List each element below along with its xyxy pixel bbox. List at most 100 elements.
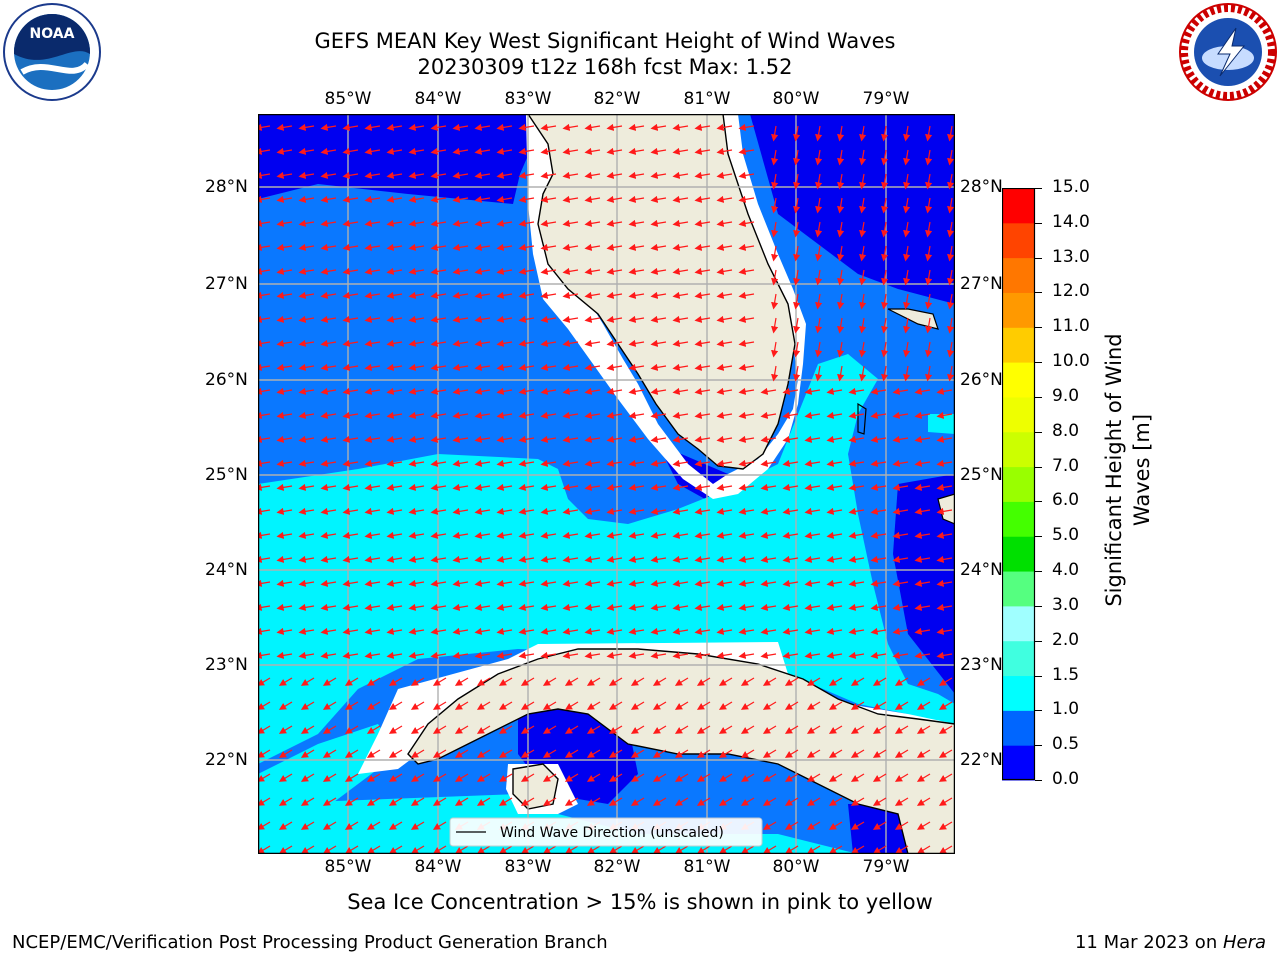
wind-arrow bbox=[298, 195, 315, 203]
arrow-legend-label: Wind Wave Direction (unscaled) bbox=[500, 825, 724, 841]
colorbar-tick-mark bbox=[1035, 257, 1042, 259]
wind-arrow bbox=[276, 603, 293, 611]
wind-arrow bbox=[916, 821, 931, 830]
wind-arrow bbox=[903, 341, 911, 358]
wind-arrow bbox=[826, 627, 843, 635]
wind-arrow bbox=[430, 171, 447, 179]
wind-arrow bbox=[540, 507, 557, 515]
wind-arrow bbox=[454, 701, 469, 710]
wind-arrow bbox=[276, 411, 293, 419]
wind-arrow bbox=[938, 773, 953, 782]
wind-arrow bbox=[947, 341, 955, 358]
wind-arrow bbox=[432, 797, 447, 806]
wind-arrow bbox=[718, 701, 733, 710]
wind-arrow bbox=[518, 147, 535, 155]
wind-arrow bbox=[650, 387, 667, 395]
wind-arrow bbox=[837, 125, 845, 142]
wind-arrow bbox=[892, 387, 909, 395]
wind-arrow bbox=[815, 317, 823, 334]
lat-label-right: 23°N bbox=[960, 655, 1003, 675]
wind-arrow bbox=[430, 603, 447, 611]
wind-arrow bbox=[738, 339, 755, 347]
lon-label-top: 83°W bbox=[504, 89, 552, 109]
wind-arrow bbox=[892, 483, 909, 491]
wind-arrow bbox=[650, 459, 667, 467]
wind-arrow bbox=[694, 531, 711, 539]
wind-arrow bbox=[344, 773, 359, 782]
wind-arrow bbox=[540, 603, 557, 611]
wind-arrow bbox=[606, 507, 623, 515]
wind-arrow bbox=[496, 291, 513, 299]
wind-arrow bbox=[872, 701, 887, 710]
wind-arrow bbox=[630, 701, 645, 710]
wind-arrow bbox=[694, 411, 711, 419]
wind-arrow bbox=[386, 579, 403, 587]
wind-arrow bbox=[518, 219, 535, 227]
wind-arrow bbox=[584, 147, 601, 155]
colorbar-tick-label: 8.0 bbox=[1052, 420, 1080, 441]
wind-arrow bbox=[386, 147, 403, 155]
wind-arrow bbox=[518, 195, 535, 203]
wind-arrow bbox=[716, 123, 733, 131]
wind-arrow bbox=[938, 749, 953, 758]
wind-arrow bbox=[837, 317, 845, 334]
wind-arrow bbox=[320, 147, 337, 155]
colorbar-segment bbox=[1002, 222, 1035, 259]
wind-arrow bbox=[542, 701, 557, 710]
colorbar-tick-mark bbox=[1035, 640, 1042, 642]
wind-arrow bbox=[258, 531, 271, 539]
wind-arrow bbox=[320, 363, 337, 371]
wind-arrow bbox=[606, 411, 623, 419]
wind-arrow bbox=[696, 701, 711, 710]
wind-arrow bbox=[342, 435, 359, 443]
wind-arrow bbox=[872, 773, 887, 782]
wind-arrow bbox=[738, 507, 755, 515]
wind-arrow bbox=[276, 315, 293, 323]
wind-arrow bbox=[276, 363, 293, 371]
wind-arrow bbox=[674, 845, 689, 854]
wind-arrow bbox=[650, 243, 667, 251]
colorbar-segment bbox=[1002, 362, 1035, 398]
lon-label-top: 84°W bbox=[414, 89, 462, 109]
wind-arrow bbox=[408, 579, 425, 587]
wind-arrow bbox=[936, 579, 953, 587]
wind-arrow bbox=[518, 459, 535, 467]
wind-arrow bbox=[716, 171, 733, 179]
wind-arrow bbox=[474, 387, 491, 395]
wind-arrow bbox=[606, 387, 623, 395]
wind-arrow bbox=[564, 797, 579, 806]
wind-arrow bbox=[496, 363, 513, 371]
wind-arrow bbox=[650, 531, 667, 539]
wind-arrow bbox=[650, 267, 667, 275]
wind-arrow bbox=[322, 725, 337, 734]
wind-arrow bbox=[276, 171, 293, 179]
wind-arrow bbox=[342, 195, 359, 203]
wind-arrow bbox=[850, 821, 865, 830]
wind-arrow bbox=[364, 531, 381, 539]
wind-arrow bbox=[826, 579, 843, 587]
wind-arrow bbox=[386, 411, 403, 419]
wind-arrow bbox=[430, 531, 447, 539]
wind-arrow bbox=[388, 845, 403, 854]
wind-arrow bbox=[430, 267, 447, 275]
wind-arrow bbox=[342, 243, 359, 251]
wind-arrow bbox=[496, 531, 513, 539]
wind-arrow bbox=[630, 845, 645, 854]
wind-arrow bbox=[870, 459, 887, 467]
wind-arrow bbox=[298, 435, 315, 443]
wind-arrow bbox=[784, 797, 799, 806]
wind-arrow bbox=[870, 627, 887, 635]
wind-arrow bbox=[784, 773, 799, 782]
wind-arrow bbox=[608, 749, 623, 758]
wind-arrow bbox=[300, 701, 315, 710]
wind-arrow bbox=[474, 339, 491, 347]
wind-arrow bbox=[652, 677, 667, 686]
wind-arrow bbox=[298, 171, 315, 179]
lat-label-right: 24°N bbox=[960, 560, 1003, 580]
wind-arrow bbox=[793, 125, 801, 142]
wind-arrow bbox=[650, 339, 667, 347]
wind-arrow bbox=[936, 603, 953, 611]
lon-label-top: 80°W bbox=[772, 89, 820, 109]
wind-arrow bbox=[386, 435, 403, 443]
wind-arrow bbox=[815, 341, 823, 358]
